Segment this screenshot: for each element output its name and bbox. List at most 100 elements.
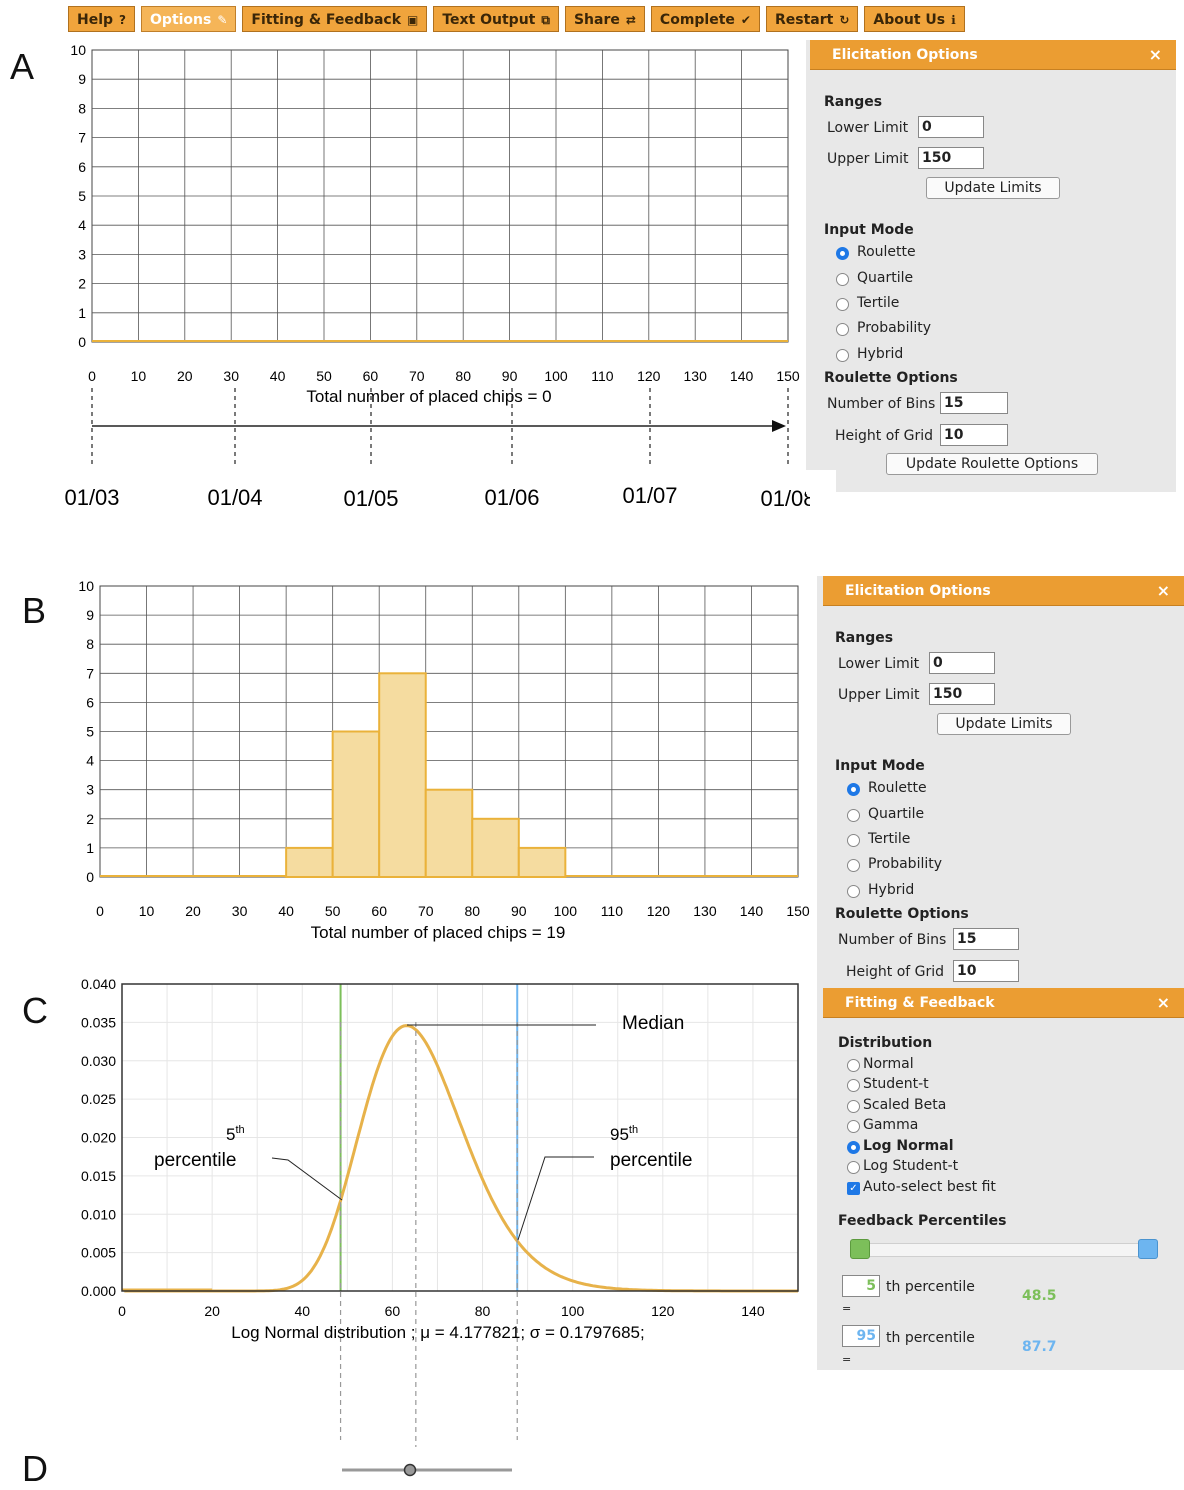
hybrid-label: Hybrid xyxy=(868,882,915,898)
gamma-radio[interactable] xyxy=(847,1120,860,1133)
upper-limit-input[interactable]: 150 xyxy=(918,147,984,169)
x-tick-label: 130 xyxy=(684,368,708,384)
auto-select-checkbox[interactable]: ✓ xyxy=(847,1182,860,1195)
percentile-slider-track[interactable] xyxy=(855,1243,1149,1257)
about-us-button[interactable]: About Us ℹ xyxy=(864,6,965,32)
y-tick-label: 5 xyxy=(78,188,86,204)
log-student-t-radio[interactable] xyxy=(847,1161,860,1174)
y-tick-label: 8 xyxy=(78,100,86,116)
elicitation-options-panel-a: Elicitation Options × Ranges Lower Limit… xyxy=(806,40,1176,492)
plot-frame xyxy=(121,983,799,1292)
x-tick-label: 10 xyxy=(139,903,155,919)
close-icon[interactable]: × xyxy=(1148,45,1162,64)
lower-equals: = xyxy=(842,1302,852,1315)
median-slider-handle[interactable] xyxy=(403,1463,417,1477)
height-of-grid-label: Height of Grid xyxy=(835,428,934,444)
y-tick-label: 8 xyxy=(86,636,94,652)
ranges-heading: Ranges xyxy=(824,94,883,110)
help-icon: ? xyxy=(119,13,127,27)
upper-percentile-input[interactable]: 95 xyxy=(842,1325,880,1347)
lower-limit-input[interactable]: 0 xyxy=(929,652,995,674)
lower-percentile-label: th percentile xyxy=(886,1279,975,1295)
y-tick-label: 1 xyxy=(86,840,94,856)
quartile-radio[interactable] xyxy=(836,273,849,286)
update-limits-button[interactable]: Update Limits xyxy=(937,713,1071,735)
scaled-beta-radio[interactable] xyxy=(847,1100,860,1113)
roulette-radio[interactable] xyxy=(836,247,849,260)
x-tick-label: 60 xyxy=(363,368,379,384)
x-tick-label: 10 xyxy=(131,368,147,384)
height-of-grid-label: Height of Grid xyxy=(846,964,945,980)
timeline-date-label: 01/07 xyxy=(622,483,677,508)
student-t-radio[interactable] xyxy=(847,1079,860,1092)
y-tick-label: 4 xyxy=(86,753,94,769)
restart-button[interactable]: Restart ↻ xyxy=(765,6,859,32)
y-tick-label: 7 xyxy=(78,130,86,146)
height-of-grid-input[interactable]: 10 xyxy=(940,424,1008,446)
p5-annotation-word: percentile xyxy=(154,1150,236,1171)
help-button[interactable]: Help? xyxy=(68,6,136,32)
hybrid-label: Hybrid xyxy=(857,346,904,362)
lower-percentile-input[interactable]: 5 xyxy=(842,1275,880,1297)
x-tick-label: 40 xyxy=(294,1303,310,1319)
complete-button[interactable]: Complete ✔ xyxy=(650,6,760,32)
height-of-grid-input[interactable]: 10 xyxy=(953,960,1019,982)
share-button[interactable]: Share ⇄ xyxy=(564,6,645,32)
lower-limit-label: Lower Limit xyxy=(827,120,909,136)
tertile-radio[interactable] xyxy=(847,834,860,847)
panel-header: Elicitation Options × xyxy=(823,576,1184,606)
feedback-icon: ▣ xyxy=(407,13,419,27)
x-tick-label: 80 xyxy=(455,368,471,384)
x-tick-label: 120 xyxy=(651,1303,675,1319)
input-mode-heading: Input Mode xyxy=(835,758,925,774)
upper-percentile-label: th percentile xyxy=(886,1330,975,1346)
distribution-caption: Log Normal distribution ; μ = 4.177821; … xyxy=(231,1323,644,1342)
timeline-date-label: 01/06 xyxy=(484,485,539,510)
x-tick-label: 20 xyxy=(177,368,193,384)
quartile-label: Quartile xyxy=(857,270,914,286)
y-tick-label: 9 xyxy=(86,607,94,623)
restart-icon: ↻ xyxy=(839,13,850,27)
y-tick-label: 0.020 xyxy=(81,1130,116,1146)
upper-percentile-handle[interactable] xyxy=(1138,1239,1158,1259)
y-tick-label: 0.005 xyxy=(81,1245,116,1261)
student-t-label: Student-t xyxy=(863,1076,929,1092)
x-tick-label: 100 xyxy=(544,368,568,384)
probability-radio[interactable] xyxy=(836,323,849,336)
probability-radio[interactable] xyxy=(847,859,860,872)
hybrid-radio[interactable] xyxy=(847,885,860,898)
number-of-bins-input[interactable]: 15 xyxy=(940,392,1008,414)
feedback-percentiles-heading: Feedback Percentiles xyxy=(838,1213,1007,1229)
options-button[interactable]: Options ✎ xyxy=(141,6,237,32)
fitting-feedback-button[interactable]: Fitting & Feedback ▣ xyxy=(242,6,428,32)
lower-percentile-handle[interactable] xyxy=(850,1239,870,1259)
update-limits-button[interactable]: Update Limits xyxy=(926,177,1060,199)
text-output-button[interactable]: Text Output ⧉ xyxy=(433,6,559,32)
x-tick-label: 0 xyxy=(96,903,104,919)
close-icon[interactable]: × xyxy=(1156,993,1170,1012)
log-normal-radio[interactable] xyxy=(847,1141,860,1154)
distribution-plot: 0.000 0.005 0.010 0.015 0.020 0.025 0.030 0.035… xyxy=(81,976,799,1477)
y-tick-label: 0.015 xyxy=(81,1168,116,1184)
roulette-radio[interactable] xyxy=(847,783,860,796)
panel-header: Elicitation Options × xyxy=(810,40,1176,70)
figure-label-d: D xyxy=(22,1448,48,1489)
normal-radio[interactable] xyxy=(847,1059,860,1072)
y-tick-label: 6 xyxy=(78,159,86,175)
x-tick-label: 20 xyxy=(185,903,201,919)
update-roulette-options-button[interactable]: Update Roulette Options xyxy=(886,453,1098,475)
y-tick-label: 0 xyxy=(78,334,86,350)
number-of-bins-label: Number of Bins xyxy=(838,932,947,948)
x-tick-label: 100 xyxy=(554,903,578,919)
close-icon[interactable]: × xyxy=(1156,581,1170,600)
quartile-radio[interactable] xyxy=(847,809,860,822)
upper-limit-input[interactable]: 150 xyxy=(929,683,995,705)
x-tick-label: 50 xyxy=(325,903,341,919)
tertile-radio[interactable] xyxy=(836,298,849,311)
y-tick-label: 1 xyxy=(78,305,86,321)
lower-limit-input[interactable]: 0 xyxy=(918,116,984,138)
hybrid-radio[interactable] xyxy=(836,349,849,362)
number-of-bins-input[interactable]: 15 xyxy=(953,928,1019,950)
